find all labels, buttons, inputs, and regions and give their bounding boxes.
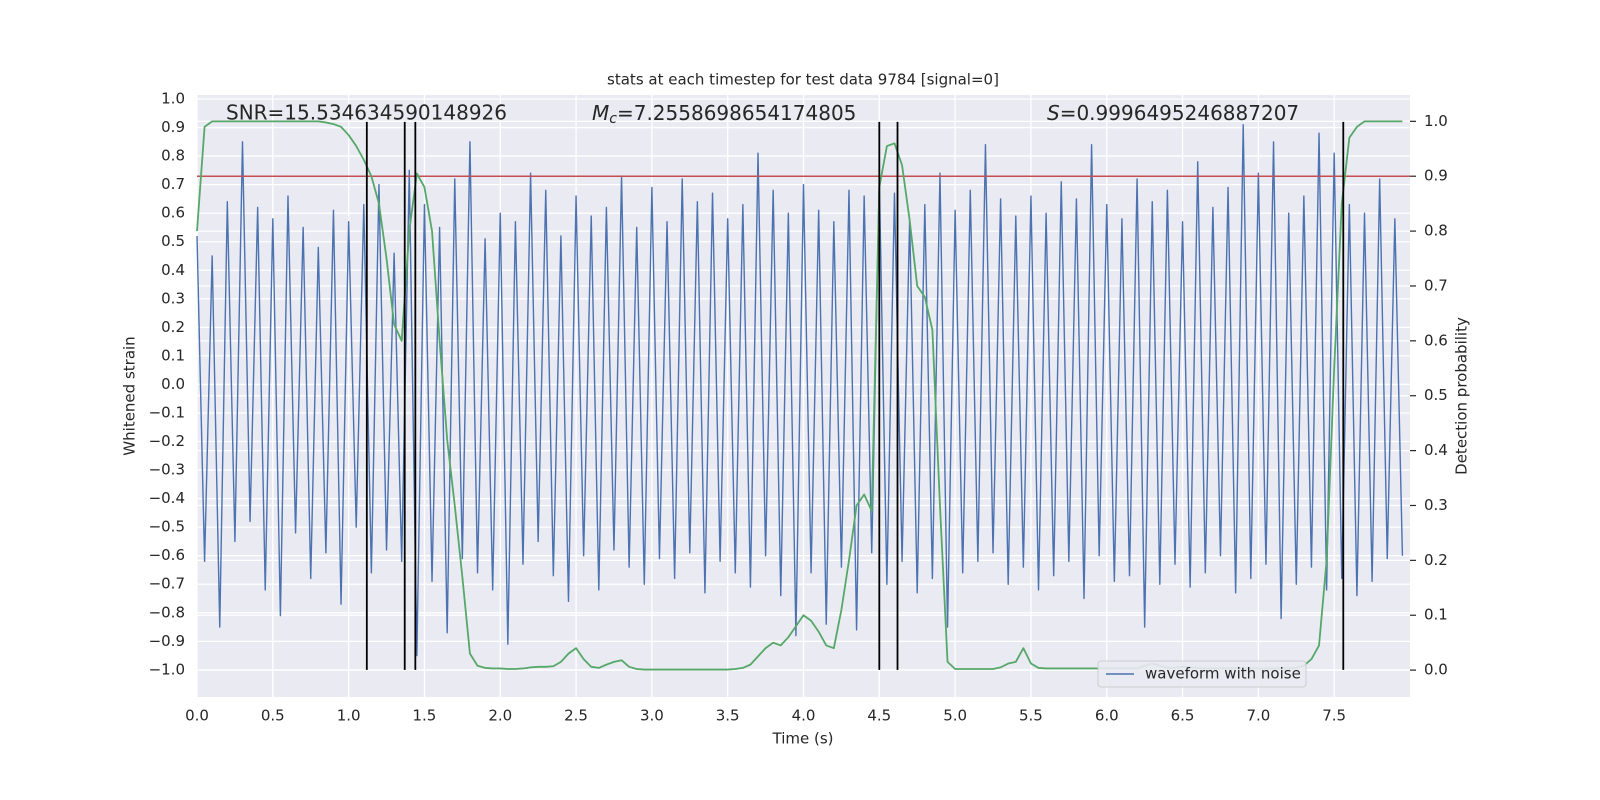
y-tick-label: −0.1 [149, 403, 185, 421]
annotation-symbol: M [592, 101, 609, 125]
x-axis-label: Time (s) [772, 730, 834, 748]
x-tick-label: 0.5 [261, 707, 285, 725]
y-tick-label: 0.7 [161, 175, 185, 193]
y-tick-label: −0.8 [149, 603, 185, 621]
x-tick-label: 3.0 [640, 707, 664, 725]
x-tick-label: 3.5 [716, 707, 740, 725]
legend-box [1097, 660, 1307, 688]
x-tick-label: 0.0 [185, 707, 209, 725]
x-tick-label: 4.5 [867, 707, 891, 725]
y-tick-label: −0.5 [149, 518, 185, 536]
legend: waveform with noise [1097, 660, 1307, 688]
y-tick-label: 0.2 [161, 318, 185, 336]
annotation: Mc=7.2558698654174805 [592, 101, 856, 128]
y-tick-label: −0.2 [149, 432, 185, 450]
chart-title: stats at each timestep for test data 978… [607, 71, 999, 89]
y-tick-label: 0.3 [161, 289, 185, 307]
x-tick-label: 7.5 [1322, 707, 1346, 725]
annotation: S=0.9996495246887207 [1047, 101, 1299, 125]
y2-tick-label: 0.4 [1424, 441, 1448, 459]
y-tick-label: 0.6 [161, 204, 185, 222]
y-tick-label: 0.0 [161, 375, 185, 393]
x-tick-label: 7.0 [1246, 707, 1270, 725]
y2-tick-label: 0.6 [1424, 331, 1448, 349]
x-tick-label: 2.5 [564, 707, 588, 725]
y2-tick-label: 0.2 [1424, 551, 1448, 569]
y2-tick-label: 0.9 [1424, 167, 1448, 185]
y-axis-label: Whitened strain [121, 336, 139, 455]
y2-tick-label: 0.1 [1424, 606, 1448, 624]
y-tick-label: −0.7 [149, 575, 185, 593]
y2-tick-label: 1.0 [1424, 112, 1448, 130]
y-tick-label: −0.6 [149, 546, 185, 564]
y-tick-label: 0.8 [161, 147, 185, 165]
legend-label: waveform with noise [1145, 665, 1301, 683]
y-tick-label: 1.0 [161, 89, 185, 107]
y2-tick-label: 0.5 [1424, 386, 1448, 404]
y-tick-label: 0.4 [161, 261, 185, 279]
annotation-symbol: S [1047, 101, 1060, 125]
y-tick-label: 0.1 [161, 346, 185, 364]
y-tick-label: −0.3 [149, 461, 185, 479]
y2-axis-label: Detection probability [1453, 317, 1471, 475]
y-tick-label: 0.9 [161, 118, 185, 136]
x-tick-label: 5.5 [1019, 707, 1043, 725]
x-tick-label: 6.5 [1171, 707, 1195, 725]
plot-layer [196, 95, 1410, 697]
annotation-text: =7.2558698654174805 [617, 101, 856, 125]
series-line [196, 123, 1404, 657]
x-tick-label: 2.0 [488, 707, 512, 725]
y-tick-label: −1.0 [149, 660, 185, 678]
annotation: SNR=15.534634590148926 [226, 101, 507, 125]
y-tick-label: −0.4 [149, 489, 185, 507]
x-tick-label: 4.0 [792, 707, 816, 725]
y2-tick-label: 0.7 [1424, 276, 1448, 294]
y-tick-label: −0.9 [149, 632, 185, 650]
y2-tick-label: 0.3 [1424, 496, 1448, 514]
annotation-subscript: c [609, 111, 617, 127]
y2-tick-label: 0.0 [1424, 661, 1448, 679]
y2-tick-label: 0.8 [1424, 222, 1448, 240]
x-tick-label: 6.0 [1095, 707, 1119, 725]
x-tick-label: 5.0 [943, 707, 967, 725]
x-tick-label: 1.5 [413, 707, 437, 725]
x-tick-label: 1.0 [337, 707, 361, 725]
annotation-text: =0.9996495246887207 [1060, 101, 1299, 125]
y-tick-label: 0.5 [161, 232, 185, 250]
